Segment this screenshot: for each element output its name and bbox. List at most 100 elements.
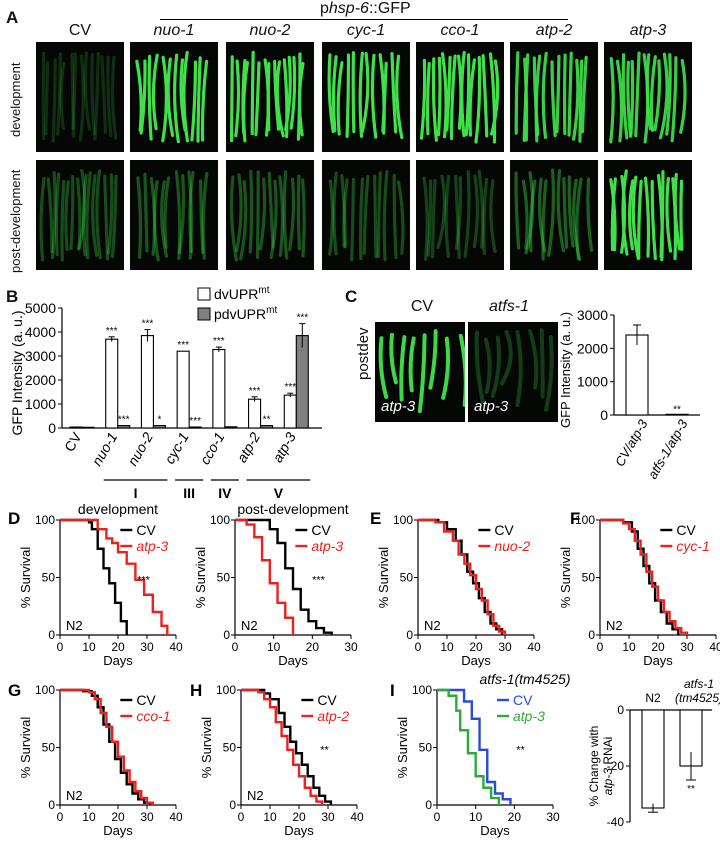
legend-swatch [197,287,211,301]
worm [578,59,584,143]
worm [634,51,641,138]
worm [288,177,296,252]
worm [390,52,398,134]
bar [117,425,131,429]
worm-image [422,169,497,261]
y-tick-label: 0 [588,628,595,642]
worm [199,179,205,254]
legend-label: CV [513,692,533,708]
significance-marker: *** [189,416,201,427]
y-tick-label: 2000 [25,372,56,388]
worm [572,178,582,262]
worm [60,179,66,262]
worm [275,60,285,138]
bar [625,334,649,416]
worm [182,50,190,143]
significance-marker: *** [142,319,154,330]
worm [637,179,643,260]
x-tick-label: 0 [57,810,64,824]
worm [152,180,160,262]
worm [235,173,243,253]
micrograph-tile [322,160,410,270]
worm [426,179,433,257]
worm [586,177,594,252]
worm [653,59,662,132]
bar [105,338,119,429]
worm [160,180,169,258]
worm [464,53,471,137]
worm [331,55,338,132]
x-tick-label: 20 [508,810,522,824]
x-axis-label: Days [643,653,673,668]
micrograph-tile [604,42,692,152]
worm [267,171,275,249]
worm [454,175,463,250]
worm [524,171,535,255]
panel-a-column-header: CV [68,22,92,39]
worm [431,57,439,142]
worm [258,177,267,251]
worm [188,170,195,253]
worm [373,174,378,259]
survival-curve [60,518,169,635]
worm [242,60,250,143]
worm [250,50,255,136]
worm [541,51,548,140]
y-tick-label: 100 [210,513,230,527]
category-label: atp-2 [233,429,263,465]
strain-label: N2 [606,618,623,633]
x-tick-label: 0 [238,810,245,824]
worm [161,55,169,143]
panel-a-letter: A [6,8,19,27]
worm [91,174,99,257]
worm [609,56,615,144]
x-tick-label: 20 [111,810,125,824]
complex-label: III [183,485,195,501]
worm [436,56,442,137]
y-axis-label: % Survival [395,717,410,779]
y-axis-label: % Survival [18,547,33,609]
significance-marker: * [157,415,161,426]
y-axis-label: % Survival [193,547,208,609]
worm [444,174,451,259]
worm [490,335,501,399]
x-tick-label: 10 [82,810,96,824]
x-tick-label: 0 [597,640,604,654]
worm-image [229,169,306,262]
worm [50,171,57,260]
worm [396,180,405,255]
legend-label: CV [136,692,156,708]
significance-marker: ** [673,404,681,415]
y-tick-label: 3000 [577,307,608,323]
x-tick-label: 30 [344,640,358,654]
y-tick-label: 0 [223,628,230,642]
worm [151,53,159,131]
worm [534,54,542,143]
category-label: (tm4525) [675,691,720,705]
survival-curve [600,518,689,635]
worm [670,56,678,143]
worm [248,169,254,254]
worm [229,175,238,262]
panel-c-bar-chart: 0 1000 2000 3000 GFP Intensity (a. u.) CV/atp… [558,307,700,481]
micrograph-tile [130,160,218,270]
legend-label: pdvUPRmt [214,305,277,322]
worm [460,51,466,138]
worm [328,179,335,256]
panel-a-column-header: nuo-2 [249,22,291,39]
worm [71,52,78,130]
legend-label: nuo-2 [494,538,530,554]
bar [188,426,202,429]
micrograph-tile [226,42,314,152]
worm [482,177,489,256]
plot-title: post-development [237,501,348,517]
worm [342,178,349,248]
strain-label: N2 [424,618,441,633]
y-tick-label: 100 [575,513,595,527]
worm [567,175,575,248]
worm [477,169,485,249]
panel-c-image-label: atp-3 [381,398,416,415]
worm-image [514,168,594,262]
x-tick-label: 40 [709,640,720,654]
worm [481,54,489,138]
